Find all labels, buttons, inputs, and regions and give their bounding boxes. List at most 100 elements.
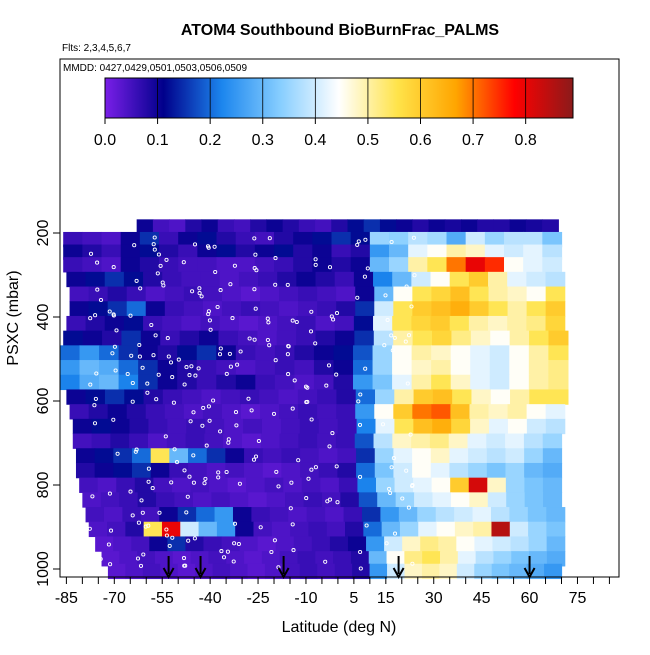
heatmap-cell [490,507,511,523]
heatmap-cell [474,536,494,552]
heatmap-cell [300,448,320,464]
sample-point [95,287,100,292]
heatmap-cell [338,477,359,493]
sample-point [129,353,134,358]
heatmap-cell [225,462,245,479]
heatmap-cell [318,418,339,435]
heatmap-cell [148,418,168,435]
heatmap-cell [465,231,486,248]
sample-point [153,333,158,338]
sample-point [192,242,198,247]
x-tick-label: -55 [151,590,174,607]
heatmap-cell [524,477,544,493]
heatmap-cell [281,462,301,479]
sample-point [191,453,196,458]
heatmap-cell [510,389,530,405]
sample-point [137,354,142,359]
sample-point [154,397,159,402]
sample-point [356,399,361,404]
heatmap-cell [88,404,109,420]
heatmap-cell [542,244,563,260]
sample-point [115,451,120,456]
sample-point [266,320,271,325]
heatmap-cell [430,448,451,464]
heatmap-cell [150,462,170,479]
sample-point [92,421,98,426]
heatmap-cell [372,360,393,376]
heatmap-cell [118,360,139,376]
sample-point [252,337,257,342]
sample-point [286,372,291,377]
heatmap-cell [123,315,144,332]
heatmap-cell [486,433,506,449]
sample-point [216,470,221,475]
heatmap-cell [526,301,547,317]
x-tick-label: -85 [55,590,78,607]
heatmap-cell [490,330,511,346]
heatmap-cell [138,345,159,361]
heatmap-cell [461,219,478,235]
heatmap-cell [216,231,237,248]
sample-point [163,434,168,439]
heatmap-cell [315,315,336,332]
heatmap-cell [299,418,320,435]
heatmap-cell [261,551,281,567]
sample-point [88,251,94,256]
heatmap-cell [504,231,524,248]
sample-point [92,403,97,408]
heatmap-cell [266,219,284,235]
heatmap-cell [188,462,208,479]
heatmap-cell [254,244,275,260]
sample-point [224,371,229,376]
heatmap-cell [120,231,141,248]
sample-point [412,273,417,278]
heatmap-cell [88,521,108,538]
heatmap-cell [456,563,475,580]
heatmap-cell [317,433,337,449]
heatmap-cell [264,477,284,493]
sample-point [151,353,156,358]
heatmap-cell [465,257,486,273]
sample-point [95,260,100,265]
heatmap-cell [281,448,301,464]
heatmap-cell [450,286,471,302]
heatmap-cell [369,257,390,273]
heatmap-cell [408,231,428,248]
colorbar-tick-label: 0.8 [515,132,537,149]
heatmap-cell [486,448,507,464]
heatmap-cell [336,301,356,317]
sample-point [164,527,169,532]
heatmap-cell [248,492,268,508]
heatmap-cell [511,551,530,567]
sample-point [156,252,161,257]
heatmap-cell [82,257,103,273]
sample-point [324,383,329,388]
heatmap-cell [208,551,227,567]
heatmap-cell [254,231,275,248]
sample-point [156,372,161,377]
sample-point [197,286,202,291]
heatmap-cell [428,219,446,235]
heatmap-cell [430,315,451,332]
heatmap-cell [335,433,356,449]
heatmap-cell [63,244,83,260]
heatmap-cell [369,244,390,260]
x-tick-label: -70 [103,590,126,607]
heatmap-cell [183,404,204,420]
heatmap-cell [524,492,544,508]
heatmap-cell [372,374,393,391]
sample-point [389,239,394,245]
sample-point [136,520,141,525]
heatmap-cell [69,404,90,420]
sample-point [228,282,233,287]
x-tick-label: 5 [349,590,358,607]
sample-point [182,563,187,568]
heatmap-cell [294,374,315,391]
sample-point [382,343,387,348]
heatmap-cell [177,507,197,523]
heatmap-cell [345,521,364,538]
heatmap-cell [492,536,512,552]
sample-point [155,271,160,276]
heatmap-cell [317,301,337,317]
heatmap-cell [169,219,186,235]
